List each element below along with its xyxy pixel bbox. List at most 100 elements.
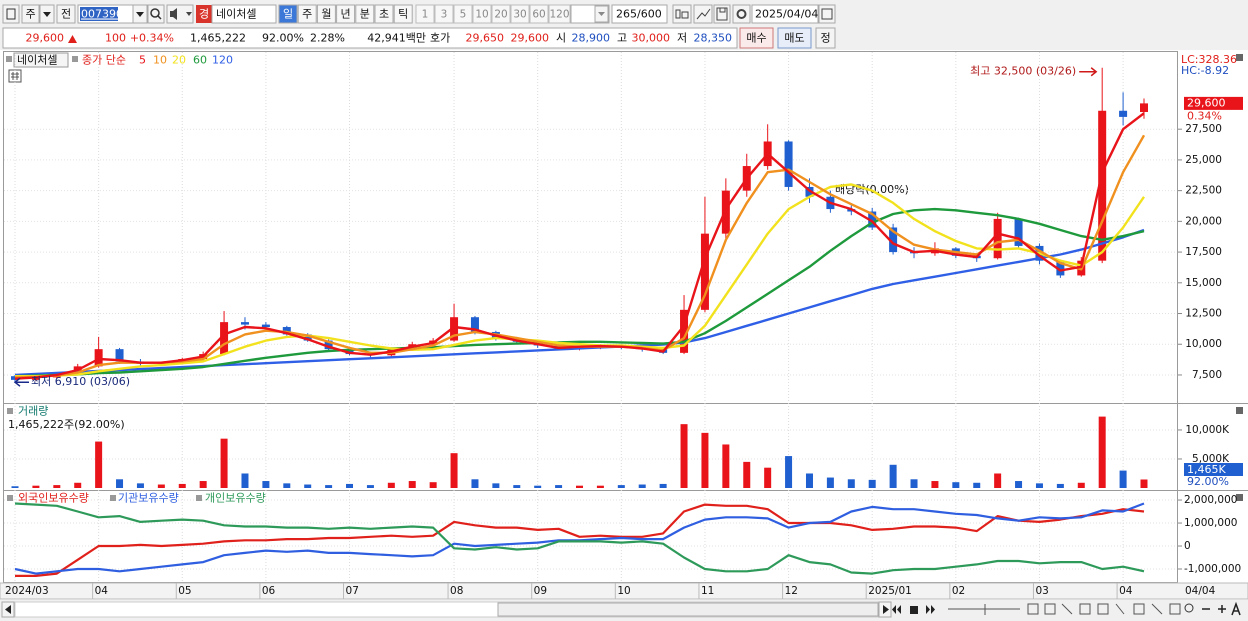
legend-entry: 10 bbox=[153, 54, 167, 67]
market-type[interactable] bbox=[21, 4, 40, 24]
settings-button[interactable] bbox=[732, 4, 751, 24]
count-input[interactable] bbox=[611, 4, 668, 24]
volume-bar bbox=[32, 485, 40, 488]
panel-button[interactable] bbox=[1236, 54, 1243, 61]
buy-button[interactable] bbox=[739, 27, 774, 49]
volume-bar bbox=[1056, 483, 1064, 488]
candle-body bbox=[94, 349, 103, 367]
amount: 42,941백만 bbox=[367, 32, 426, 45]
period-button[interactable] bbox=[336, 4, 356, 24]
volume-bar bbox=[576, 485, 583, 488]
volume-bar bbox=[617, 485, 625, 488]
volume-bar bbox=[325, 485, 333, 488]
volume-bar bbox=[1119, 470, 1127, 488]
interval-button[interactable] bbox=[434, 4, 454, 24]
volume-bar bbox=[805, 473, 813, 488]
x-tick-label: 07 bbox=[346, 585, 359, 597]
dropdown-arrow bbox=[136, 12, 144, 17]
period-text: 초 bbox=[379, 8, 389, 21]
volume: 1,465,222 bbox=[190, 32, 246, 45]
interval-button[interactable] bbox=[491, 4, 511, 24]
interval-text: 60 bbox=[532, 9, 545, 21]
candle-body bbox=[324, 340, 333, 350]
prefix-text: 전 bbox=[61, 8, 71, 21]
quote-bar bbox=[2, 27, 738, 49]
interval-button[interactable] bbox=[548, 4, 571, 24]
sell-button[interactable] bbox=[777, 27, 812, 49]
y-tick-label: 27,500 bbox=[1185, 123, 1222, 135]
playback-icons[interactable] bbox=[883, 605, 935, 614]
volume-bar bbox=[513, 485, 521, 488]
panel-button[interactable] bbox=[1236, 407, 1243, 414]
change: 100 bbox=[105, 32, 126, 45]
scroll-thumb[interactable] bbox=[497, 602, 879, 617]
high: 30,000 bbox=[632, 32, 671, 45]
holding-line bbox=[15, 503, 1145, 577]
volume-bar bbox=[116, 479, 124, 488]
candle-body bbox=[282, 327, 291, 335]
ma-line bbox=[14, 207, 1145, 378]
legend-icon bbox=[6, 56, 12, 62]
y-tick-label: 17,500 bbox=[1185, 246, 1222, 258]
panel-button[interactable] bbox=[1236, 494, 1243, 501]
period-button[interactable] bbox=[374, 4, 394, 24]
volume-bar bbox=[492, 483, 500, 488]
period-button[interactable] bbox=[316, 4, 336, 24]
prefix-button[interactable] bbox=[56, 4, 76, 24]
edit-button[interactable] bbox=[815, 27, 836, 49]
x-tick-label: 03 bbox=[1035, 585, 1048, 597]
interval-text: 1 bbox=[422, 9, 429, 21]
interval-button[interactable] bbox=[472, 4, 492, 24]
volume-bar bbox=[785, 456, 793, 488]
interval-text: 10 bbox=[475, 9, 488, 21]
y-tick-label: 0 bbox=[1184, 540, 1191, 552]
sound-button[interactable] bbox=[166, 4, 194, 24]
warning-badge bbox=[196, 5, 212, 23]
ask: 29,650 bbox=[466, 32, 505, 45]
interval-button[interactable] bbox=[529, 4, 549, 24]
volume-bar bbox=[764, 467, 772, 488]
name-input[interactable] bbox=[211, 4, 277, 24]
save-button[interactable] bbox=[713, 4, 731, 24]
x-tick-label: 08 bbox=[450, 585, 463, 597]
low-label: 저 bbox=[677, 32, 687, 45]
y-tick-label: 7,500 bbox=[1192, 369, 1222, 381]
interval-text: 5 bbox=[460, 9, 467, 21]
volume-bar bbox=[638, 484, 646, 488]
zoom-controls[interactable] bbox=[1202, 601, 1241, 616]
candle-body bbox=[31, 377, 40, 380]
period-button[interactable] bbox=[393, 4, 413, 24]
menu-icon[interactable] bbox=[2, 4, 20, 24]
interval-text: 120 bbox=[549, 9, 569, 21]
y-tick-label: 1,000,000 bbox=[1184, 517, 1237, 529]
volume-bar bbox=[847, 479, 855, 488]
search-icon bbox=[150, 8, 160, 18]
interval-button[interactable] bbox=[453, 4, 473, 24]
period-text: 일 bbox=[283, 7, 293, 21]
volume-bar bbox=[471, 479, 479, 488]
period-button[interactable] bbox=[278, 4, 298, 24]
volume-subtitle: 1,465,222주(92.00%) bbox=[8, 418, 125, 431]
y-tick-label: 10,000K bbox=[1185, 424, 1230, 436]
date-input[interactable] bbox=[751, 4, 819, 24]
volume-bar bbox=[534, 485, 542, 488]
period-button[interactable] bbox=[355, 4, 375, 24]
volume-bar bbox=[659, 483, 667, 488]
x-tick-label: 04 bbox=[95, 585, 109, 597]
volume-ratio: 92.00% bbox=[262, 32, 304, 45]
volume-bar bbox=[262, 481, 270, 488]
volume-bar bbox=[74, 482, 82, 488]
tool-icons[interactable] bbox=[948, 603, 1181, 615]
edit-text: 정 bbox=[820, 32, 830, 45]
zoom-icon[interactable] bbox=[1184, 603, 1194, 613]
stock-name: 네이처셀 bbox=[216, 8, 256, 21]
holding-line bbox=[14, 502, 1145, 575]
volume-bar bbox=[889, 464, 897, 488]
period-button[interactable] bbox=[297, 4, 317, 24]
calendar-button[interactable] bbox=[818, 4, 836, 24]
interval-button[interactable] bbox=[415, 4, 435, 24]
interval-button[interactable] bbox=[510, 4, 530, 24]
volume-bar bbox=[366, 485, 374, 488]
volume-bar bbox=[199, 481, 207, 488]
candle-body bbox=[889, 227, 898, 253]
